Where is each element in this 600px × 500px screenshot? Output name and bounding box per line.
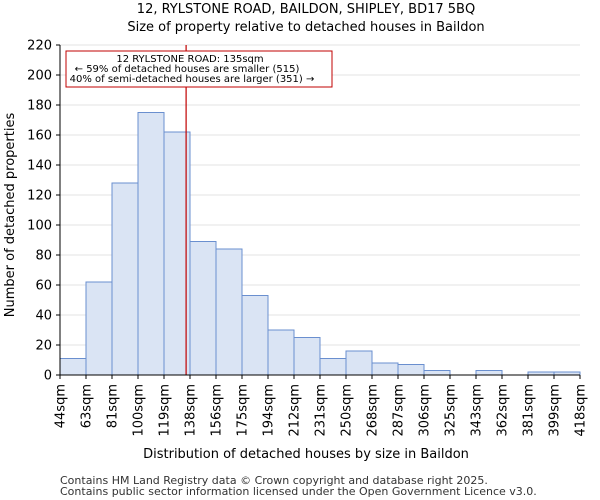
annotation-line-1: 12 RYLSTONE ROAD: 135sqm <box>116 54 263 65</box>
x-tick-label: 212sqm <box>288 384 303 437</box>
x-tick-label: 343sqm <box>470 384 485 437</box>
x-tick-label: 381sqm <box>522 384 537 437</box>
bar <box>111 182 139 376</box>
y-tick-label: 140 <box>27 159 52 174</box>
y-tick-labels: 0 20 40 60 80 100 120 140 160 180 200 220 <box>27 39 60 384</box>
footer-line-1: Contains HM Land Registry data © Crown c… <box>60 474 488 487</box>
x-axis-label: Distribution of detached houses by size … <box>143 447 469 462</box>
annotation-box: 12 RYLSTONE ROAD: 135sqm ← 59% of detach… <box>65 50 333 88</box>
annotation-line-2: ← 59% of detached houses are smaller (51… <box>75 64 300 75</box>
x-tick-label: 175sqm <box>236 384 251 437</box>
bar <box>293 337 321 376</box>
x-tick-labels: 44sqm 63sqm 81sqm 100sqm 119sqm 138sqm 156sqm 1… <box>54 375 589 437</box>
y-tick-label: 20 <box>35 339 52 354</box>
chart-subtitle: Size of property relative to detached ho… <box>127 20 484 35</box>
x-tick-label: 119sqm <box>158 384 173 437</box>
x-tick-label: 250sqm <box>340 384 355 437</box>
bar <box>345 350 373 376</box>
bar <box>241 295 269 376</box>
annotation-frame <box>65 50 333 88</box>
y-tick-label: 220 <box>27 39 52 54</box>
x-tick-label: 306sqm <box>418 384 433 437</box>
x-tick-label: 138sqm <box>184 384 199 437</box>
x-tick-label: 100sqm <box>132 384 147 437</box>
bar <box>423 370 451 376</box>
x-tick-label: 325sqm <box>444 384 459 437</box>
y-tick-label: 60 <box>35 279 52 294</box>
x-tick-label: 156sqm <box>210 384 225 437</box>
x-tick-label: 194sqm <box>262 384 277 437</box>
y-tick-label: 120 <box>27 189 52 204</box>
bar <box>371 362 399 376</box>
y-tick-label: 160 <box>27 129 52 144</box>
y-tick-label: 0 <box>44 369 52 384</box>
x-tick-label: 81sqm <box>106 384 121 428</box>
bar <box>189 241 217 376</box>
bar <box>215 248 243 376</box>
footer-line-2: Contains public sector information licen… <box>60 485 537 498</box>
bar <box>267 329 295 376</box>
bar <box>85 281 113 376</box>
y-tick-label: 40 <box>35 309 52 324</box>
y-axis-label: Number of detached properties <box>3 113 18 318</box>
x-tick-label: 63sqm <box>80 384 95 428</box>
x-tick-label: 362sqm <box>496 384 511 437</box>
y-tick-label: 100 <box>27 219 52 234</box>
x-tick-label: 287sqm <box>392 384 407 437</box>
bar <box>59 358 87 376</box>
x-tick-label: 418sqm <box>574 384 589 437</box>
y-tick-label: 80 <box>35 249 52 264</box>
x-tick-label: 268sqm <box>366 384 381 437</box>
x-tick-label: 231sqm <box>314 384 329 437</box>
bars <box>59 112 581 376</box>
x-tick-label: 399sqm <box>548 384 563 437</box>
x-tick-label: 44sqm <box>54 384 69 428</box>
y-tick-label: 180 <box>27 99 52 114</box>
y-tick-label: 200 <box>27 69 52 84</box>
annotation-line-3: 40% of semi-detached houses are larger (… <box>70 74 315 85</box>
bar <box>475 370 503 376</box>
chart-title: 12, RYLSTONE ROAD, BAILDON, SHIPLEY, BD1… <box>137 2 475 17</box>
bar <box>137 112 165 376</box>
bar <box>397 364 425 376</box>
bar <box>319 358 347 376</box>
